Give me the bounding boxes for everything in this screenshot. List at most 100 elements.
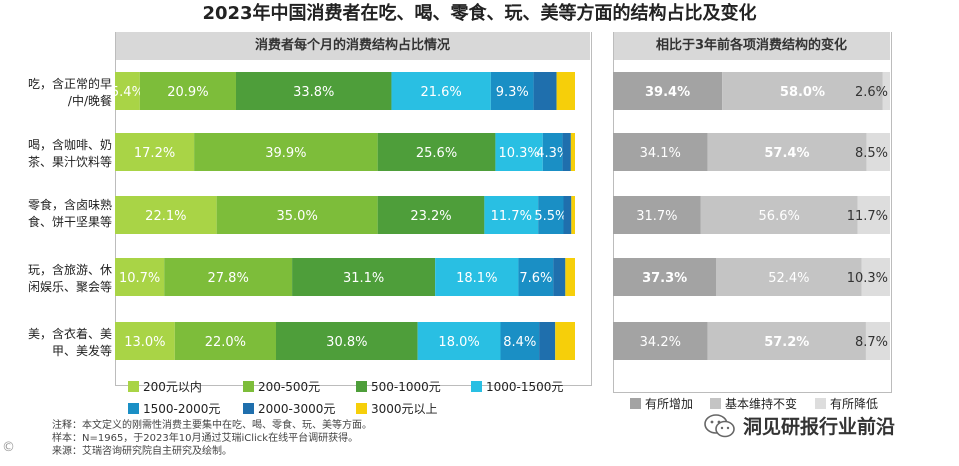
bar-value-label: 25.6% — [416, 146, 457, 161]
bar-segment-right — [613, 258, 717, 296]
bar-segment-left — [276, 322, 418, 360]
bar-segment-right — [861, 258, 890, 296]
bar-value-label: 56.6% — [759, 209, 800, 224]
bar-value-label: 7.6% — [519, 271, 552, 286]
bar-value-label: 13.0% — [124, 335, 165, 350]
bar-segment-left — [164, 258, 293, 296]
bar-segment-left — [216, 196, 378, 234]
note-source: 来源：艾瑞咨询研究院自主研究及绘制。 — [52, 446, 232, 457]
bar-segment-right — [866, 133, 890, 171]
bar-value-label: 22.1% — [145, 209, 186, 224]
legend-swatch — [128, 381, 139, 392]
legend-item-200-500: 200-500元 — [243, 378, 320, 395]
bar-value-label: 57.4% — [764, 146, 809, 161]
bar-value-label: 58.0% — [780, 85, 825, 100]
bar-value-label: 10.7% — [119, 271, 160, 286]
bar-value-label: 39.9% — [265, 146, 306, 161]
bar-segment-left — [556, 72, 575, 110]
corner-watermark: © — [2, 440, 15, 455]
bar-value-label: 31.7% — [636, 209, 677, 224]
legend-swatch — [815, 398, 826, 409]
bar-segment-left — [115, 72, 140, 110]
legend-swatch — [630, 398, 641, 409]
bar-segment-left — [518, 258, 554, 296]
bar-value-label: 37.3% — [642, 271, 687, 286]
note-sample: 样本：N=1965，于2023年10月通过艾瑞iClick在线平台调研获得。 — [52, 433, 359, 444]
row-label-eat: 吃，含正常的早/中/晚餐 — [27, 77, 112, 108]
legend-item-over-3000: 3000元以上 — [356, 400, 438, 417]
bar-segment-left — [500, 322, 540, 360]
bar-value-label: 30.8% — [326, 335, 367, 350]
bar-segment-left — [553, 258, 566, 296]
bar-segment-left — [563, 196, 572, 234]
legend-item-1500-2000: 1500-2000元 — [128, 400, 220, 417]
bar-value-label: 17.2% — [134, 146, 175, 161]
bar-value-label: 34.2% — [640, 335, 681, 350]
brand-watermark: 洞见研报行业前沿 — [703, 412, 895, 439]
bar-value-label: 21.6% — [420, 85, 461, 100]
bar-segment-right — [613, 322, 708, 360]
bar-segment-left — [542, 133, 563, 171]
legend-swatch — [710, 398, 721, 409]
bar-segment-left — [115, 133, 195, 171]
bar-value-label: 4.3% — [536, 146, 569, 161]
bar-segment-right — [707, 322, 866, 360]
bar-segment-left — [115, 322, 175, 360]
legend-item-2000-3000: 2000-3000元 — [243, 400, 335, 417]
bar-segment-right — [722, 72, 883, 110]
bar-segment-right — [716, 258, 862, 296]
bar-value-label: 8.7% — [855, 335, 888, 350]
bar-value-label: 5.5% — [534, 209, 567, 224]
bar-value-label: 18.0% — [438, 335, 479, 350]
bar-segment-right — [613, 72, 723, 110]
bar-value-label: 35.0% — [277, 209, 318, 224]
row-label-drink: 喝，含咖啡、奶 茶、果汁饮料等 — [27, 138, 112, 169]
bar-segment-left — [174, 322, 276, 360]
bar-segment-left — [292, 258, 436, 296]
bar-value-label: 8.5% — [855, 146, 888, 161]
bar-value-label: 8.4% — [503, 335, 536, 350]
bar-value-label: 20.9% — [167, 85, 208, 100]
bar-segment-left — [562, 133, 571, 171]
legend-item-500-1000: 500-1000元 — [356, 378, 441, 395]
bar-segment-left — [565, 258, 575, 296]
bar-segment-left — [377, 133, 496, 171]
bar-segment-left — [235, 72, 392, 110]
bar-segment-left — [115, 258, 165, 296]
bar-segment-left — [484, 196, 539, 234]
legend-swatch — [128, 403, 139, 414]
bar-segment-left — [115, 196, 217, 234]
bar-value-label: 52.4% — [768, 271, 809, 286]
bar-segment-left — [194, 133, 378, 171]
legend-item-decrease: 有所降低 — [815, 395, 878, 412]
bar-value-label: 22.0% — [205, 335, 246, 350]
bar-value-label: 57.2% — [764, 335, 809, 350]
bar-value-label: 5.4% — [111, 85, 144, 100]
wechat-icon — [704, 413, 735, 437]
brand-name: 洞见研报行业前沿 — [743, 416, 896, 438]
row-label-beauty: 美，含衣着、美 甲、美发等 — [27, 327, 112, 358]
legend-item-under-200: 200元以内 — [128, 378, 202, 395]
bar-segment-right — [865, 322, 890, 360]
bar-segment-left — [435, 258, 519, 296]
bar-segment-right — [613, 133, 708, 171]
bar-segment-left — [571, 196, 575, 234]
right-panel-header: 相比于3年前各项消费结构的变化 — [613, 32, 890, 60]
legend-item-same: 基本维持不变 — [710, 395, 797, 412]
bar-segment-left — [391, 72, 491, 110]
bar-segment-left — [570, 133, 575, 171]
bar-value-label: 33.8% — [293, 85, 334, 100]
bar-value-label: 9.3% — [496, 85, 529, 100]
bar-value-label: 34.1% — [640, 146, 681, 161]
bar-value-label: 27.8% — [208, 271, 249, 286]
bar-segment-left — [539, 322, 556, 360]
bar-value-label: 39.4% — [645, 85, 690, 100]
bar-segment-left — [533, 72, 557, 110]
bar-value-label: 31.1% — [343, 271, 384, 286]
legend-item-increase: 有所增加 — [630, 395, 693, 412]
row-label-play: 玩，含旅游、休 闲娱乐、聚会等 — [27, 263, 112, 294]
legend-swatch — [243, 381, 254, 392]
bar-value-label: 23.2% — [410, 209, 451, 224]
chart-title: 2023年中国消费者在吃、喝、零食、玩、美等方面的结构占比及变化 — [202, 3, 757, 24]
